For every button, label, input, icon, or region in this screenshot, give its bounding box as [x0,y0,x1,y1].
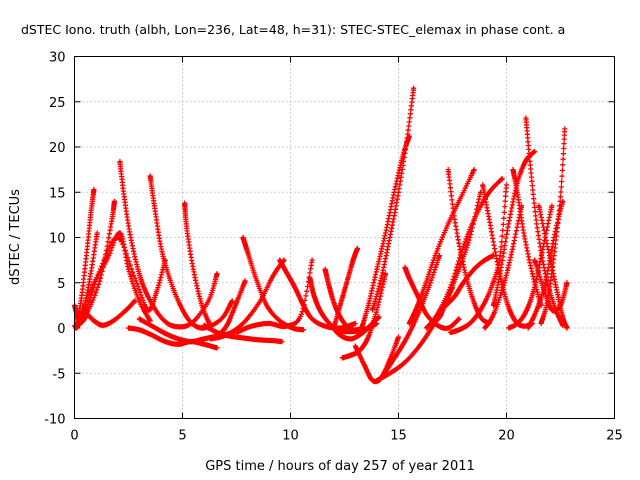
data-series-27 [376,253,443,384]
y-tick-label: 30 [49,51,66,66]
plot-frame [74,56,615,419]
data-series-17 [233,257,315,336]
data-series-29 [406,167,477,327]
y-tick-label: -10 [44,413,65,428]
data-series-44 [525,198,566,331]
x-axis-label: GPS time / hours of day 257 of year 2011 [205,459,475,474]
y-tick-label: 15 [49,186,66,201]
y-tick-label: 5 [57,277,65,292]
data-series-42 [532,257,570,314]
grid-lines [74,56,615,419]
x-tick-label: 10 [282,429,299,444]
data-series-15 [218,278,248,336]
axis-ticks: 0 5 10 15 20 25 -10 -5 0 5 10 15 20 25 30 [44,51,623,444]
y-axis-label: dSTEC / TECUs [8,189,23,285]
y-tick-label: 20 [49,141,66,156]
y-tick-label: -5 [53,367,66,382]
data-series-41 [536,203,570,331]
data-series-33 [443,253,497,308]
y-tick-label: 25 [49,96,66,111]
data-series-36 [482,203,525,331]
x-tick-label: 15 [390,429,407,444]
chart-title: dSTEC Iono. truth (albh, Lon=236, Lat=48… [21,22,565,37]
data-series-14 [208,257,287,342]
y-tick-label: 10 [49,232,66,247]
y-tick-label: 0 [57,322,65,337]
data-series-21 [331,245,361,331]
data-series-28 [402,264,462,331]
x-tick-label: 5 [178,429,186,444]
data-series-25 [370,85,417,313]
x-tick-label: 20 [498,429,515,444]
data-series-39 [510,167,544,308]
data-series-9 [182,200,214,329]
x-tick-label: 0 [70,429,78,444]
x-tick-label: 25 [606,429,623,444]
data-series-32 [445,167,492,327]
data-series-group [71,85,570,385]
